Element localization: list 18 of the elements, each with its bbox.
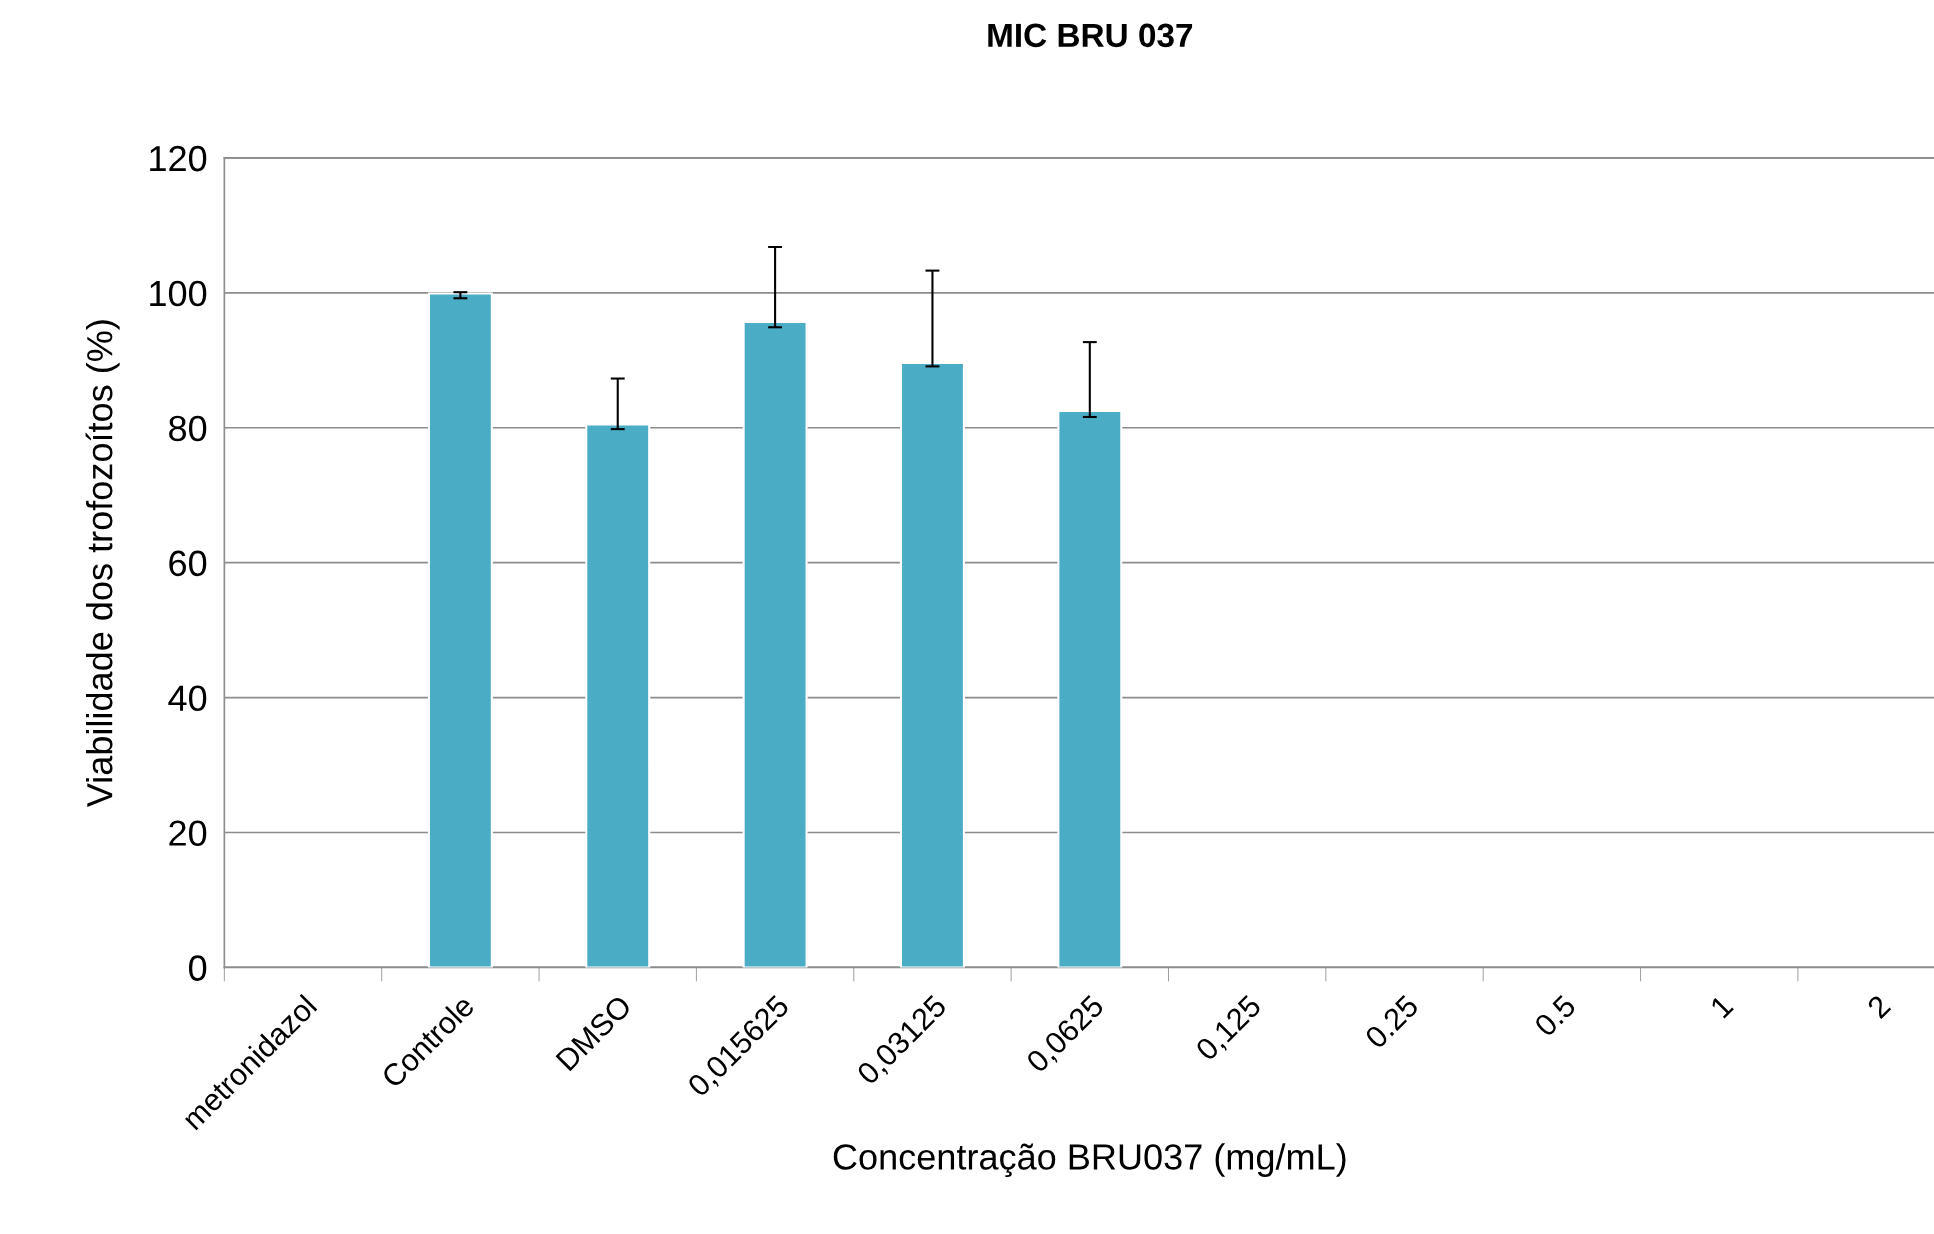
y-tick-label: 80 xyxy=(169,415,207,442)
bar xyxy=(899,361,965,968)
y-tick-label: 60 xyxy=(169,550,207,577)
y-tick-label: 40 xyxy=(168,685,207,712)
x-tick-label: 0.5 xyxy=(1533,993,1577,1038)
x-axis-title: Concentração BRU037 (mg/mL) xyxy=(833,1143,1346,1178)
y-tick-label: 20 xyxy=(169,820,207,846)
bar xyxy=(585,423,651,968)
x-tick-label: 1 xyxy=(1709,994,1734,1019)
x-tick-label: 2 xyxy=(1866,994,1892,1020)
bar xyxy=(1057,409,1123,968)
bar xyxy=(427,292,493,968)
y-tick-label: 100 xyxy=(150,280,207,307)
y-axis-title: Viabilidade dos trofozoítos (%) xyxy=(85,320,120,808)
chart-title: MIC BRU 037 xyxy=(988,23,1193,48)
bar xyxy=(742,320,808,968)
y-tick-label: 120 xyxy=(150,145,207,172)
y-tick-label: 0 xyxy=(189,955,207,981)
